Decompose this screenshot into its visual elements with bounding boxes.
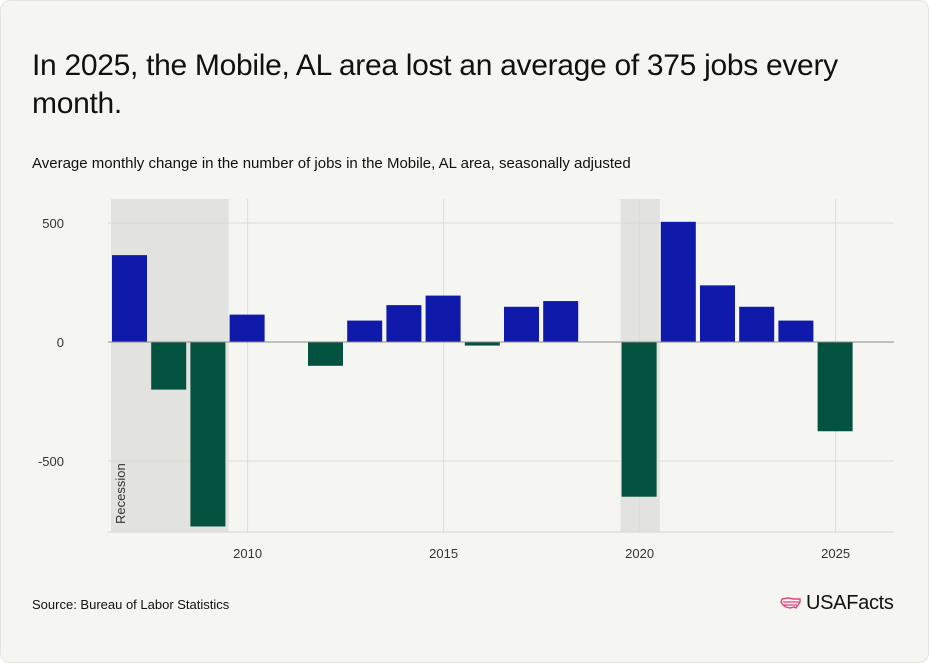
bar-2014 xyxy=(386,305,422,342)
logo-text: USAFacts xyxy=(806,592,894,614)
x-tick-label: 2025 xyxy=(821,546,850,561)
bar-2018 xyxy=(543,301,579,342)
bar-2015 xyxy=(425,295,461,342)
bar-2025 xyxy=(817,342,853,432)
y-tick-label: 0 xyxy=(57,335,64,350)
chart-subtitle: Average monthly change in the number of … xyxy=(32,155,631,172)
y-tick-label: 500 xyxy=(42,216,64,231)
bar-2020 xyxy=(621,342,657,497)
bar-2012 xyxy=(308,342,343,366)
bar-2022 xyxy=(700,285,735,342)
usafacts-logo: USAFacts xyxy=(780,592,894,615)
bar-2024 xyxy=(778,320,814,342)
bar-2010 xyxy=(229,314,265,342)
bar-2007 xyxy=(112,255,147,342)
bar-2009 xyxy=(190,342,226,527)
x-tick-label: 2020 xyxy=(625,546,654,561)
y-tick-label: -500 xyxy=(38,454,64,469)
bar-2017 xyxy=(504,306,539,342)
recession-annotation: Recession xyxy=(113,463,128,524)
bar-2023 xyxy=(739,306,775,342)
x-tick-label: 2010 xyxy=(233,546,262,561)
chart-title: In 2025, the Mobile, AL area lost an ave… xyxy=(32,49,838,120)
bar-2013 xyxy=(347,320,383,342)
bar-2016 xyxy=(464,342,500,346)
bar-2008 xyxy=(151,342,187,390)
x-tick-label: 2015 xyxy=(429,546,458,561)
bar-chart: 500 0 -500 2010 2015 2020 2025 Recession xyxy=(38,199,894,561)
bar-2021 xyxy=(660,221,696,342)
source-note: Source: Bureau of Labor Statistics xyxy=(32,597,230,612)
us-map-icon xyxy=(780,596,801,609)
